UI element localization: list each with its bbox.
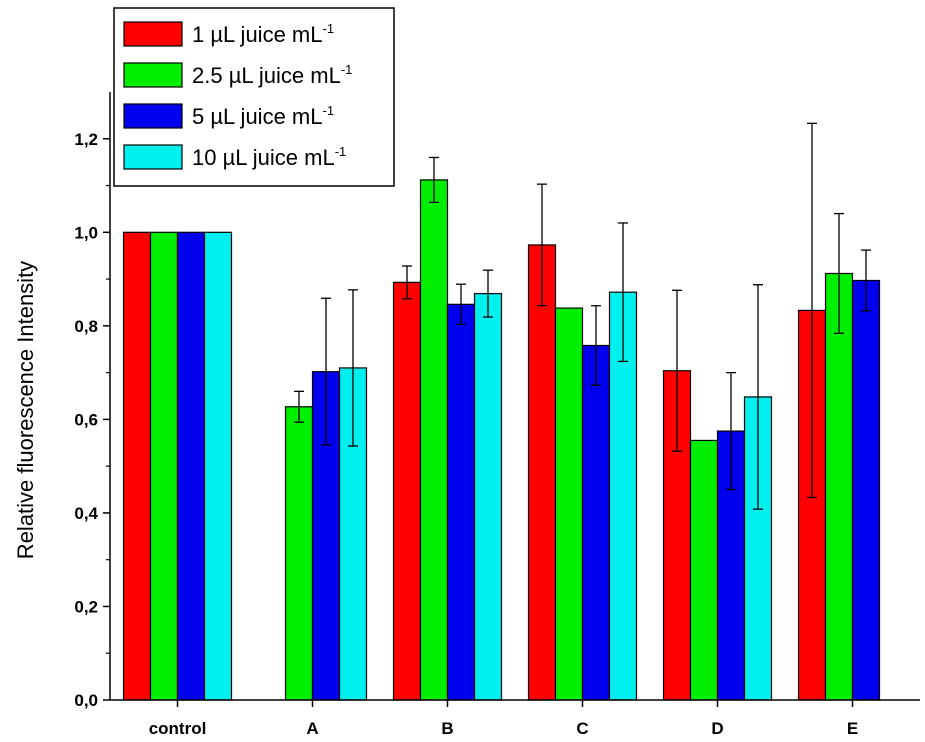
bar-E-series-2 (824, 272, 854, 701)
y-tick-label: 0,6 (74, 410, 98, 429)
y-axis-label: Relative fluorescence Intensity (13, 261, 38, 559)
bar-D-series-2 (689, 439, 719, 701)
y-tick-label: 0,4 (74, 504, 98, 523)
error-bars-group (294, 122, 871, 510)
x-tick-label: B (441, 719, 453, 738)
bar-control-series-1 (122, 231, 152, 701)
bar-control-series-3 (176, 231, 206, 701)
legend-label-exponent: -1 (322, 103, 334, 118)
y-tick-label: 0,8 (74, 317, 98, 336)
x-ticks-group: control A B C D E (149, 700, 858, 738)
bar-C-series-3 (581, 344, 611, 701)
legend-label-exponent: -1 (322, 21, 334, 36)
legend-label: 2.5 µL juice mL-1 (192, 62, 352, 88)
legend: 1 µL juice mL-1 2.5 µL juice mL-1 5 µL jui… (113, 7, 395, 187)
legend-swatch (123, 103, 183, 129)
legend-label: 5 µL juice mL-1 (192, 103, 334, 129)
bar-C-series-1 (527, 244, 557, 701)
x-tick-label: E (847, 719, 858, 738)
x-tick-label: A (306, 719, 318, 738)
legend-label: 1 µL juice mL-1 (192, 21, 334, 47)
legend-swatch (123, 144, 183, 170)
y-ticks-group: 0,0 0,2 0,4 0,6 0,8 1,0 1,2 (74, 130, 110, 710)
legend-label-exponent: -1 (335, 144, 347, 159)
bar-control-series-4 (203, 231, 233, 701)
bar-A-series-2 (284, 406, 314, 701)
legend-swatch (123, 62, 183, 88)
bar-C-series-2 (554, 307, 584, 701)
y-tick-label: 1,0 (74, 223, 98, 242)
y-tick-label: 1,2 (74, 130, 98, 149)
x-tick-label: D (711, 719, 723, 738)
legend-label-exponent: -1 (341, 62, 353, 77)
bar-E-series-3 (851, 279, 881, 701)
legend-swatch (123, 21, 183, 47)
x-tick-label: control (149, 719, 207, 738)
y-tick-label: 0,0 (74, 691, 98, 710)
bar-B-series-4 (473, 292, 503, 701)
legend-label: 10 µL juice mL-1 (192, 144, 346, 170)
bar-B-series-3 (446, 303, 476, 701)
x-tick-label: C (576, 719, 588, 738)
y-tick-label: 0,2 (74, 597, 98, 616)
bars-group (122, 179, 881, 701)
bar-control-series-2 (149, 231, 179, 701)
bar-B-series-1 (392, 281, 422, 701)
bar-B-series-2 (419, 179, 449, 701)
